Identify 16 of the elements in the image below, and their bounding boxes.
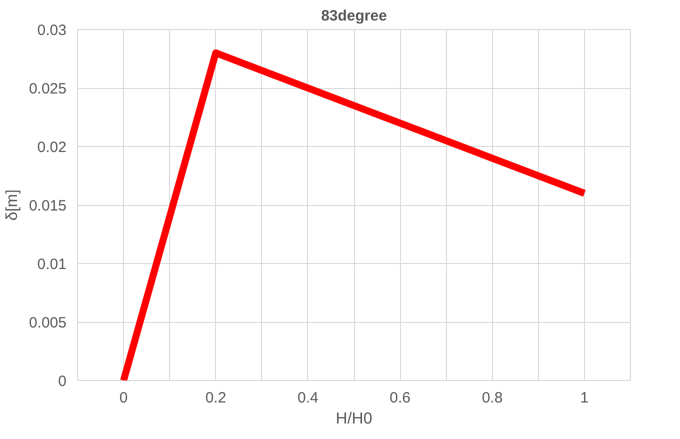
- chart-title: 83degree: [321, 8, 387, 24]
- y-tick-label: 0.02: [37, 139, 67, 156]
- y-tick-label: 0.025: [28, 80, 67, 98]
- y-tick-label: 0: [58, 373, 66, 390]
- y-tick-label: 0.01: [37, 256, 67, 273]
- x-tick-label: 1: [580, 390, 589, 406]
- y-tick-label: 0.005: [28, 314, 67, 332]
- x-tick-label: 0.4: [297, 390, 318, 406]
- y-tick-label: 0.015: [28, 198, 67, 214]
- x-axis-title: H/H0: [336, 410, 372, 428]
- y-axis-title: δ[m]: [4, 189, 21, 221]
- x-tick-label: 0: [119, 390, 128, 406]
- y-tick-label: 0.03: [37, 22, 67, 39]
- x-tick-label: 0.6: [390, 390, 411, 406]
- x-tick-label: 0.8: [482, 390, 503, 406]
- x-tick-label: 0.2: [205, 390, 226, 406]
